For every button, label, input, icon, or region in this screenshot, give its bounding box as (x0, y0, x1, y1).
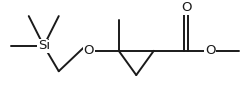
Text: O: O (84, 44, 94, 57)
Text: O: O (205, 44, 215, 57)
Text: O: O (181, 1, 191, 14)
Text: Si: Si (38, 39, 50, 52)
